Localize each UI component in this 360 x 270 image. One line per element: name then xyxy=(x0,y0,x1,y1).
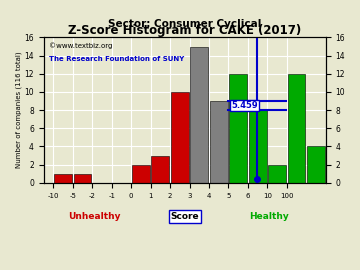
Bar xyxy=(132,165,150,183)
Bar xyxy=(151,156,169,183)
Text: 5.459: 5.459 xyxy=(231,101,258,110)
Bar xyxy=(268,165,286,183)
Bar xyxy=(73,174,91,183)
Text: Unhealthy: Unhealthy xyxy=(68,212,121,221)
Bar xyxy=(249,110,266,183)
Bar xyxy=(307,147,325,183)
Text: Healthy: Healthy xyxy=(249,212,289,221)
Y-axis label: Number of companies (116 total): Number of companies (116 total) xyxy=(15,52,22,168)
Bar xyxy=(54,174,72,183)
Bar xyxy=(288,74,305,183)
Bar xyxy=(229,74,247,183)
Text: ©www.textbiz.org: ©www.textbiz.org xyxy=(49,42,113,49)
Bar xyxy=(210,101,228,183)
Text: Score: Score xyxy=(170,212,199,221)
Title: Z-Score Histogram for CAKE (2017): Z-Score Histogram for CAKE (2017) xyxy=(68,25,301,38)
Text: Sector: Consumer Cyclical: Sector: Consumer Cyclical xyxy=(108,19,261,29)
Bar xyxy=(171,92,189,183)
Bar xyxy=(190,46,208,183)
Text: The Research Foundation of SUNY: The Research Foundation of SUNY xyxy=(49,56,185,62)
